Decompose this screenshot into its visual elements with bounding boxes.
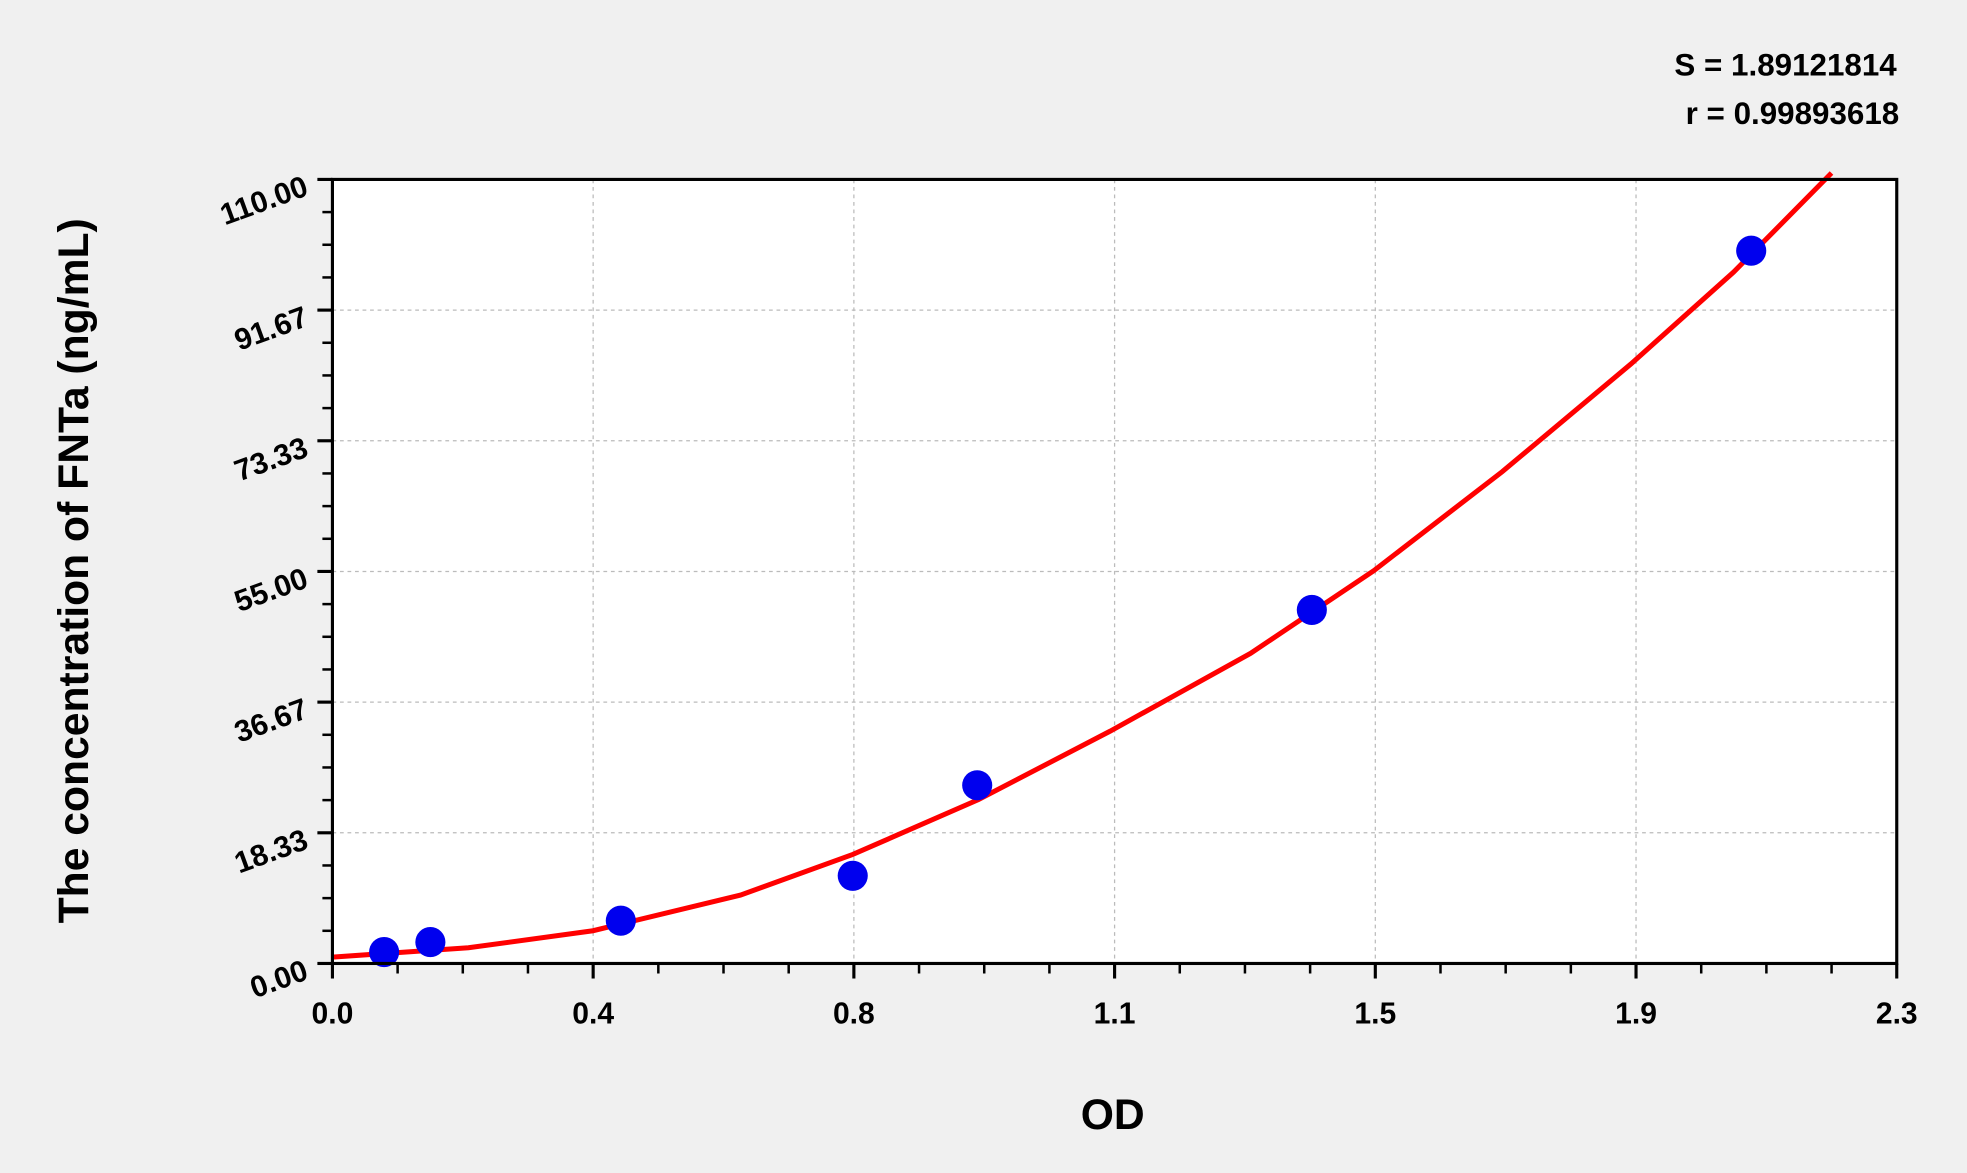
y-axis-title: The concentration of FNTa (ng/mL)	[50, 218, 98, 923]
x-tick-label: 0.4	[572, 998, 614, 1031]
x-tick-label: 1.9	[1615, 998, 1657, 1031]
y-axis: 0.00 18.33 36.67 55.00 73.33 91.67 110.00	[216, 170, 333, 1005]
y-tick-label: 91.67	[230, 301, 312, 358]
y-tick-label: 55.00	[230, 562, 312, 619]
data-point	[605, 905, 636, 936]
data-point	[1736, 235, 1767, 266]
x-tick-label: 1.1	[1094, 998, 1136, 1031]
data-point	[369, 937, 400, 968]
data-point	[1296, 594, 1327, 625]
data-point	[415, 927, 446, 958]
x-tick-label: 1.5	[1354, 998, 1396, 1031]
r-statistic: r = 0.99893618	[1686, 96, 1900, 131]
y-tick-label: 73.33	[230, 431, 312, 488]
x-axis-title: OD	[1081, 1091, 1145, 1139]
fitted-curve	[332, 171, 1834, 960]
s-statistic: S = 1.89121814	[1674, 47, 1897, 82]
data-point	[962, 770, 993, 801]
data-point	[837, 860, 868, 891]
y-tick-label: 0.00	[246, 954, 312, 1005]
x-tick-label: 0.0	[312, 998, 354, 1031]
x-tick-label: 0.8	[833, 998, 875, 1031]
y-tick-label: 18.33	[230, 823, 312, 880]
y-tick-label: 110.00	[216, 170, 312, 232]
x-tick-label: 2.3	[1876, 998, 1918, 1031]
x-axis: 0.0 0.4 0.8 1.1 1.5 1.9 2.3	[312, 963, 1918, 1031]
data-points	[369, 235, 1767, 968]
y-tick-label: 36.67	[230, 693, 312, 750]
